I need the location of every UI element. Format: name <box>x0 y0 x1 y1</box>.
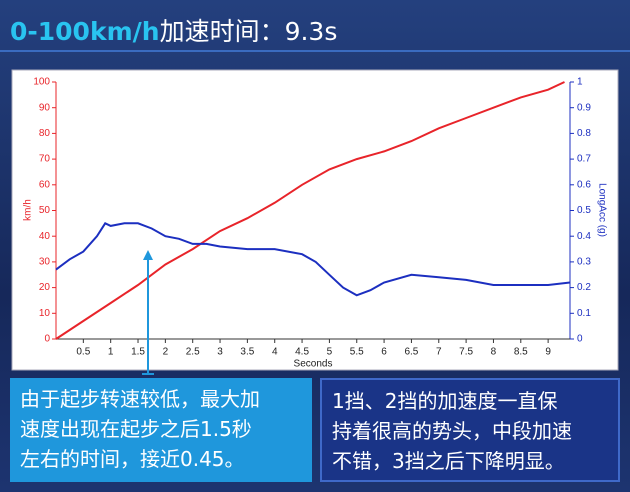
highlight: 0-100km/h <box>10 17 160 46</box>
x-tick-label: 2.5 <box>186 347 200 358</box>
y2-tick-label: 0 <box>577 334 583 345</box>
x-tick-label: 6.5 <box>404 347 418 358</box>
y-tick-label: 10 <box>39 308 51 319</box>
x-axis-label: Seconds <box>294 359 333 370</box>
chart-panel <box>11 69 619 371</box>
x-tick-label: 8 <box>491 347 497 358</box>
x-tick-label: 5 <box>327 347 333 358</box>
y-tick-label: 0 <box>44 334 50 345</box>
note-line: 持着很高的势头，中段加速 <box>332 419 572 443</box>
note-line: 速度出现在起步之后1.5秒 <box>20 417 252 441</box>
y2-tick-label: 0.3 <box>577 257 591 268</box>
y-tick-label: 90 <box>39 102 51 113</box>
y-tick-label: 50 <box>39 205 51 216</box>
y-tick-label: 40 <box>39 231 51 242</box>
line-series <box>55 222 571 297</box>
x-tick-label: 7.5 <box>459 347 473 358</box>
x-tick-label: 6 <box>381 347 387 358</box>
y2-tick-label: 0.5 <box>577 205 591 216</box>
x-tick-label: 8.5 <box>514 347 528 358</box>
y-tick-label: 80 <box>39 128 51 139</box>
x-tick-label: 4 <box>272 347 278 358</box>
y-tick-label: 70 <box>39 154 51 165</box>
note-line: 左右的时间，接近0.45。 <box>20 447 245 471</box>
x-tick-label: 0.5 <box>76 347 90 358</box>
y-tick-label: 100 <box>33 77 50 88</box>
divider <box>0 50 630 52</box>
title: 加速时间：9.3s <box>159 17 338 46</box>
right-note: 1挡、2挡的加速度一直保 持着很高的势头，中段加速 不错，3挡之后下降明显。 <box>320 378 620 482</box>
header: 0-100km/h加速时间：9.3s <box>10 12 337 48</box>
y-tick-label: 60 <box>39 179 51 190</box>
x-tick-label: 5.5 <box>350 347 364 358</box>
x-tick-label: 3 <box>217 347 223 358</box>
x-tick-label: 9 <box>545 347 551 358</box>
note-line: 由于起步转速较低，最大加 <box>20 387 260 411</box>
x-tick-label: 7 <box>436 347 442 358</box>
y2-axis-label: LongAcc (g) <box>596 183 607 237</box>
left-note: 由于起步转速较低，最大加 速度出现在起步之后1.5秒 左右的时间，接近0.45。 <box>10 378 312 482</box>
x-tick-label: 1.5 <box>131 347 145 358</box>
y-axis-label: km/h <box>23 199 34 221</box>
note-line: 1挡、2挡的加速度一直保 <box>332 389 558 413</box>
x-tick-label: 2 <box>163 347 169 358</box>
arrow-head <box>143 250 153 260</box>
note-line: 不错，3挡之后下降明显。 <box>332 449 565 473</box>
y2-tick-label: 0.9 <box>577 102 591 113</box>
y2-tick-label: 0.7 <box>577 154 591 165</box>
y2-tick-label: 0.4 <box>577 231 591 242</box>
x-tick-label: 3.5 <box>240 347 254 358</box>
y2-tick-label: 1 <box>577 77 583 88</box>
y2-tick-label: 0.2 <box>577 282 591 293</box>
x-tick-label: 1 <box>108 347 114 358</box>
line-series <box>55 81 565 340</box>
x-tick-label: 4.5 <box>295 347 309 358</box>
y-tick-label: 30 <box>39 257 51 268</box>
y-tick-label: 20 <box>39 282 51 293</box>
y2-tick-label: 0.6 <box>577 179 591 190</box>
y2-tick-label: 0.8 <box>577 128 591 139</box>
y2-tick-label: 0.1 <box>577 308 591 319</box>
